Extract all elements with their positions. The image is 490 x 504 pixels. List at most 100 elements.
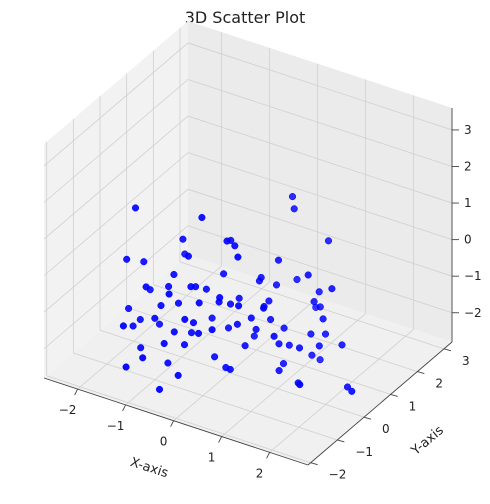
data-point xyxy=(170,270,178,279)
data-point xyxy=(285,341,293,349)
data-point xyxy=(275,340,283,348)
grid-line-z xyxy=(43,188,189,313)
data-point xyxy=(252,325,260,333)
data-point xyxy=(338,341,346,349)
data-point xyxy=(165,282,173,291)
grid-line-z xyxy=(43,152,189,276)
data-point xyxy=(184,252,192,260)
data-point xyxy=(348,387,356,395)
data-point xyxy=(234,253,242,261)
data-point xyxy=(181,315,189,323)
data-point xyxy=(304,271,312,279)
data-point xyxy=(187,283,195,291)
data-point xyxy=(235,294,243,302)
data-point xyxy=(157,302,165,310)
tick-marks: −2 −1 0 1 2 −2 −1 0 1 2 3 −2 −1 0 1 2 3 xyxy=(59,123,482,482)
data-point xyxy=(226,300,235,308)
data-point xyxy=(137,344,145,352)
data-point xyxy=(208,314,216,322)
data-point xyxy=(220,270,228,278)
data-point xyxy=(208,326,216,334)
y-tick-label: −2 xyxy=(329,468,347,482)
z-tick-label: 1 xyxy=(464,196,472,210)
x-axis-label: X-axis xyxy=(128,455,170,481)
chart-title: 3D Scatter Plot xyxy=(184,8,306,27)
grid-line-x xyxy=(269,329,414,453)
data-point xyxy=(226,365,234,373)
data-point xyxy=(125,304,133,313)
data-point xyxy=(315,288,323,296)
data-point xyxy=(275,367,283,375)
x-tick-label: 1 xyxy=(208,451,216,465)
data-point xyxy=(316,356,324,364)
grid-line-y xyxy=(73,352,338,441)
data-point xyxy=(293,275,301,284)
data-point xyxy=(211,353,219,361)
grid-line-z xyxy=(43,79,189,203)
y-tick-mark xyxy=(390,393,398,397)
data-point xyxy=(194,329,203,337)
grid-line-z xyxy=(187,115,453,204)
z-tick-label: 0 xyxy=(464,233,472,247)
data-point xyxy=(160,339,168,348)
z-tick-label: 2 xyxy=(464,160,472,174)
z-tick-label: 3 xyxy=(464,123,472,137)
data-point xyxy=(224,324,233,332)
data-point xyxy=(295,344,304,352)
data-point xyxy=(123,255,131,263)
data-point xyxy=(272,281,281,289)
data-point xyxy=(216,294,224,302)
data-point xyxy=(315,342,323,350)
data-point xyxy=(288,193,297,201)
data-point xyxy=(296,381,304,389)
data-point xyxy=(267,315,275,324)
x-axis-line xyxy=(43,377,309,466)
grid-lines xyxy=(43,27,453,464)
data-point xyxy=(122,363,130,371)
data-point xyxy=(324,237,333,245)
data-point xyxy=(280,324,288,332)
data-point xyxy=(180,341,189,349)
y-axis-line xyxy=(307,341,453,466)
data-point xyxy=(319,315,327,323)
data-point xyxy=(131,204,140,212)
y-tick-label: 1 xyxy=(409,399,417,413)
grid-line-y xyxy=(46,375,311,464)
data-point xyxy=(260,304,268,312)
y-axis-label: Y-axis xyxy=(408,423,447,459)
grid-line-x xyxy=(125,281,270,406)
y-tick-mark xyxy=(310,462,318,466)
data-point xyxy=(151,314,159,322)
data-point xyxy=(174,299,183,307)
data-point xyxy=(279,360,288,368)
y-tick-label: 3 xyxy=(462,354,470,368)
data-point xyxy=(165,290,173,298)
x-tick-label: 0 xyxy=(160,435,168,449)
y-tick-mark xyxy=(363,416,372,420)
data-point xyxy=(328,285,336,293)
z-tick-label: −1 xyxy=(464,269,482,283)
data-point xyxy=(274,256,283,264)
y-tick-label: 0 xyxy=(382,422,390,436)
data-point xyxy=(139,354,147,362)
x-tick-label: −1 xyxy=(107,419,125,433)
data-point xyxy=(189,319,198,327)
x-tick-mark xyxy=(266,452,271,459)
data-point xyxy=(290,205,298,213)
grid-line-z xyxy=(187,42,453,131)
data-point xyxy=(195,299,203,307)
data-point xyxy=(308,351,316,359)
data-point xyxy=(202,285,210,293)
data-point xyxy=(270,332,278,340)
grid-line-y xyxy=(99,329,365,418)
data-point xyxy=(179,235,187,243)
data-point xyxy=(223,237,231,245)
data-point xyxy=(321,330,330,338)
data-point xyxy=(164,359,172,367)
y-tick-label: 2 xyxy=(435,377,443,391)
x-tick-label: 2 xyxy=(256,466,264,480)
data-point xyxy=(198,213,206,222)
grid-line-z xyxy=(43,115,189,240)
grid-line-z xyxy=(187,152,453,241)
